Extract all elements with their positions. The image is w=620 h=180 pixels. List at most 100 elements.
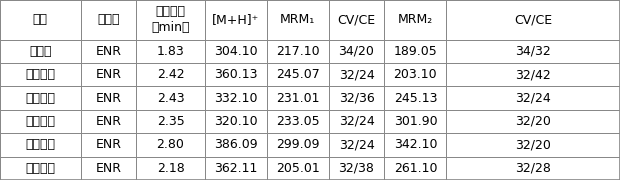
Text: ENR: ENR xyxy=(95,115,122,128)
Text: 2.35: 2.35 xyxy=(157,115,184,128)
Text: 保留时间: 保留时间 xyxy=(156,5,185,18)
Text: 245.07: 245.07 xyxy=(276,68,319,81)
Text: 217.10: 217.10 xyxy=(276,45,319,58)
Bar xyxy=(384,133,446,157)
Text: ENR: ENR xyxy=(95,138,122,151)
Text: [M+H]⁺: [M+H]⁺ xyxy=(212,13,259,26)
Bar xyxy=(0,157,620,180)
Bar xyxy=(384,40,446,63)
Bar xyxy=(329,157,384,180)
Text: 301.90: 301.90 xyxy=(394,115,437,128)
Bar xyxy=(384,110,446,133)
Text: 203.10: 203.10 xyxy=(394,68,437,81)
Bar xyxy=(81,133,136,157)
Bar xyxy=(0,63,81,86)
Bar xyxy=(329,40,384,63)
Bar xyxy=(0,133,620,157)
Bar xyxy=(81,0,136,40)
Text: CV/CE: CV/CE xyxy=(337,13,376,26)
Text: CV/CE: CV/CE xyxy=(514,13,552,26)
Text: 2.18: 2.18 xyxy=(157,162,184,175)
Text: 231.01: 231.01 xyxy=(276,92,319,105)
Bar xyxy=(267,0,329,40)
Text: 环丙沙星: 环丙沙星 xyxy=(25,92,55,105)
Text: 32/20: 32/20 xyxy=(515,138,551,151)
Bar xyxy=(446,157,620,180)
Text: 2.43: 2.43 xyxy=(157,92,184,105)
Bar xyxy=(446,40,620,63)
Text: ENR: ENR xyxy=(95,162,122,175)
Bar xyxy=(81,86,136,110)
Bar xyxy=(205,133,267,157)
Bar xyxy=(267,157,329,180)
Bar xyxy=(0,40,620,63)
Bar xyxy=(329,133,384,157)
Text: 名称: 名称 xyxy=(33,13,48,26)
Text: 吡哌酸: 吡哌酸 xyxy=(29,45,51,58)
Bar xyxy=(81,110,136,133)
Bar xyxy=(136,40,205,63)
Bar xyxy=(136,133,205,157)
Text: MRM₁: MRM₁ xyxy=(280,13,315,26)
Bar xyxy=(205,110,267,133)
Bar xyxy=(0,86,81,110)
Bar xyxy=(384,157,446,180)
Text: 32/38: 32/38 xyxy=(339,162,374,175)
Text: 32/24: 32/24 xyxy=(339,115,374,128)
Text: 386.09: 386.09 xyxy=(214,138,257,151)
Bar xyxy=(205,86,267,110)
Bar xyxy=(81,40,136,63)
Bar xyxy=(205,63,267,86)
Bar xyxy=(136,110,205,133)
Bar xyxy=(384,63,446,86)
Bar xyxy=(0,0,620,40)
Bar xyxy=(446,133,620,157)
Bar xyxy=(267,40,329,63)
Bar xyxy=(329,0,384,40)
Bar xyxy=(205,40,267,63)
Text: 34/32: 34/32 xyxy=(515,45,551,58)
Text: 诺氟沙星: 诺氟沙星 xyxy=(25,115,55,128)
Bar xyxy=(329,86,384,110)
Text: （min）: （min） xyxy=(151,21,190,34)
Bar xyxy=(0,86,620,110)
Bar xyxy=(205,157,267,180)
Text: ENR: ENR xyxy=(95,68,122,81)
Text: 32/28: 32/28 xyxy=(515,162,551,175)
Bar xyxy=(384,86,446,110)
Text: 32/42: 32/42 xyxy=(515,68,551,81)
Bar xyxy=(446,110,620,133)
Text: 34/20: 34/20 xyxy=(339,45,374,58)
Text: 32/24: 32/24 xyxy=(339,138,374,151)
Text: 332.10: 332.10 xyxy=(214,92,257,105)
Bar xyxy=(329,63,384,86)
Bar xyxy=(136,63,205,86)
Bar xyxy=(136,157,205,180)
Text: 2.80: 2.80 xyxy=(157,138,184,151)
Bar xyxy=(0,0,81,40)
Text: 沙拉沙星: 沙拉沙星 xyxy=(25,138,55,151)
Text: 304.10: 304.10 xyxy=(214,45,257,58)
Text: 362.11: 362.11 xyxy=(214,162,257,175)
Bar xyxy=(81,63,136,86)
Bar xyxy=(267,86,329,110)
Bar xyxy=(0,63,620,86)
Bar xyxy=(136,86,205,110)
Bar xyxy=(0,157,81,180)
Text: MRM₂: MRM₂ xyxy=(398,13,433,26)
Text: 32/24: 32/24 xyxy=(515,92,551,105)
Text: 233.05: 233.05 xyxy=(276,115,319,128)
Bar xyxy=(205,0,267,40)
Text: 32/24: 32/24 xyxy=(339,68,374,81)
Bar xyxy=(267,110,329,133)
Bar xyxy=(446,86,620,110)
Text: 320.10: 320.10 xyxy=(214,115,257,128)
Text: ENR: ENR xyxy=(95,45,122,58)
Text: 化合物: 化合物 xyxy=(97,13,120,26)
Text: 342.10: 342.10 xyxy=(394,138,437,151)
Text: 32/20: 32/20 xyxy=(515,115,551,128)
Bar xyxy=(0,110,81,133)
Text: 氧氟沙星: 氧氟沙星 xyxy=(25,162,55,175)
Bar xyxy=(0,40,81,63)
Bar xyxy=(81,157,136,180)
